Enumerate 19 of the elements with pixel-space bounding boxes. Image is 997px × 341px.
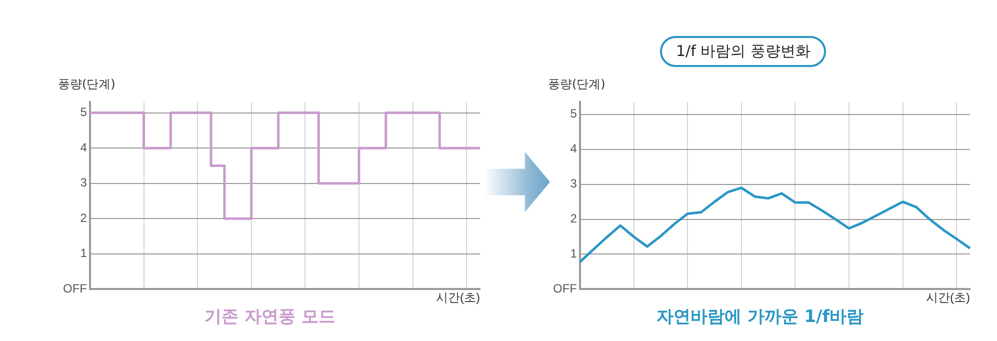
- y-tick-label: OFF: [62, 282, 87, 296]
- text: 1/f 바람의 풍량변화: [660, 36, 826, 67]
- x-axis-title: 시간(초): [926, 290, 970, 305]
- y-tick-label: 3: [570, 176, 578, 191]
- y-axis-title: 풍량(단계): [548, 76, 606, 93]
- y-tick-label: 2: [80, 210, 88, 225]
- y-tick-label: 5: [570, 106, 578, 121]
- y-tick-label: 1: [80, 246, 88, 260]
- y-axis-title: 풍량(단계): [58, 76, 116, 93]
- x-axis-title: 시간(초): [436, 290, 480, 305]
- y-tick-label: 2: [570, 212, 578, 226]
- text: 자연바람에 가까운 1/f바람: [656, 307, 864, 328]
- y-tick-label: 4: [80, 140, 88, 154]
- y-tick-label: 1: [570, 246, 578, 261]
- y-tick-label: 3: [80, 176, 88, 190]
- y-tick-label: OFF: [552, 282, 577, 296]
- y-tick-label: 4: [570, 142, 578, 156]
- y-tick-label: 5: [80, 105, 88, 120]
- text: 기존 자연풍 모드: [204, 307, 336, 328]
